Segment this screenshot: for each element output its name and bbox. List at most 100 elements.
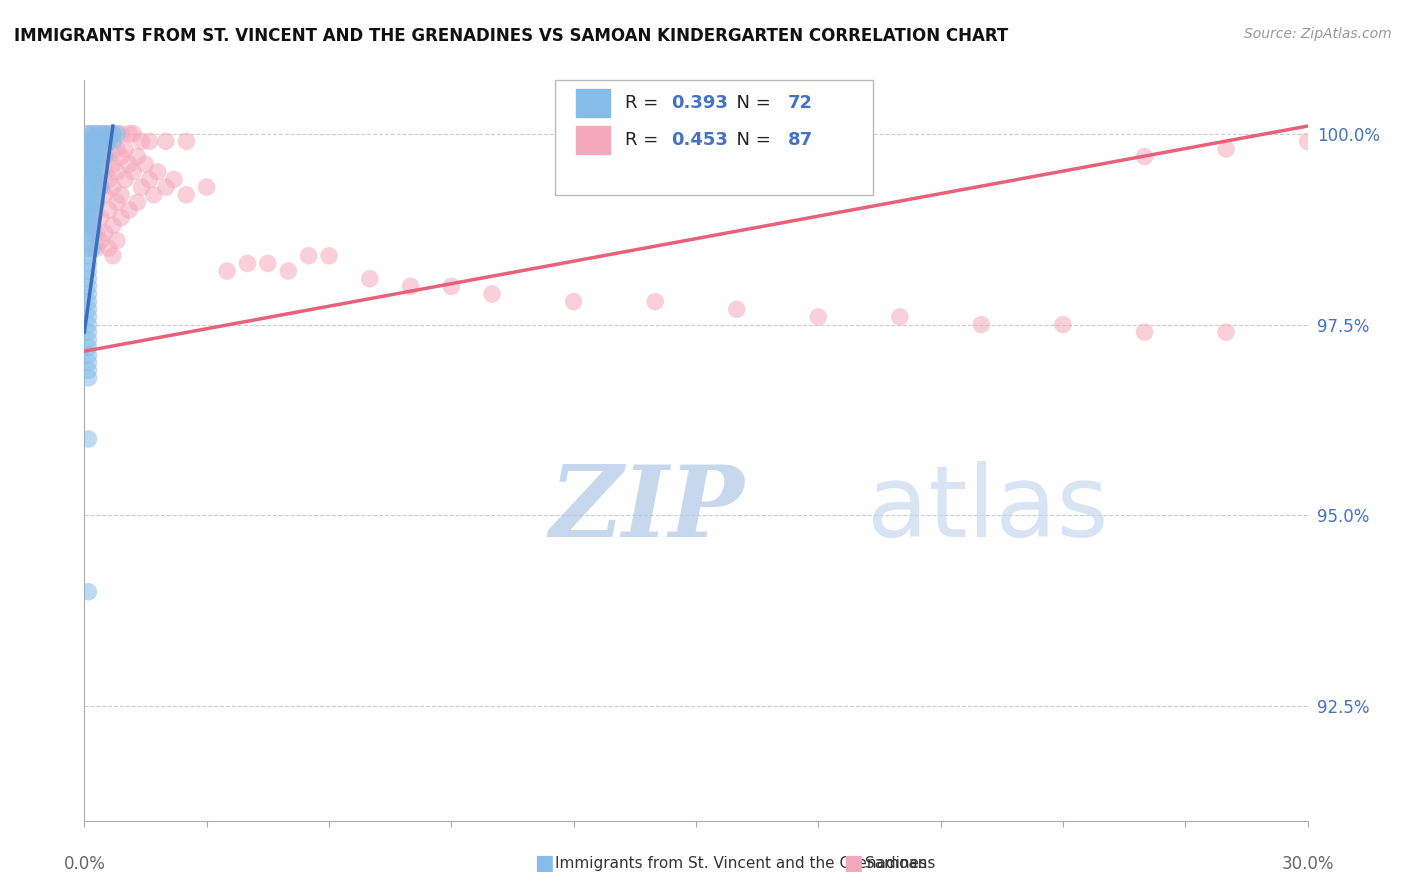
Point — [77, 333, 100, 347]
Point — [101, 157, 124, 171]
Point — [93, 134, 115, 148]
Point — [105, 165, 128, 179]
FancyBboxPatch shape — [555, 80, 873, 195]
Point — [77, 150, 100, 164]
Point — [97, 134, 120, 148]
Point — [77, 234, 100, 248]
Point — [90, 234, 112, 248]
Point — [90, 134, 112, 148]
Point — [90, 134, 112, 148]
Point — [86, 195, 108, 210]
Point — [93, 150, 115, 164]
Point — [155, 134, 177, 148]
Point — [236, 256, 259, 270]
Point — [90, 180, 112, 194]
Text: Source: ZipAtlas.com: Source: ZipAtlas.com — [1244, 27, 1392, 41]
Point — [77, 127, 100, 141]
Point — [481, 287, 503, 301]
Point — [77, 371, 100, 385]
Point — [101, 127, 124, 141]
Point — [90, 211, 112, 225]
Point — [644, 294, 666, 309]
Point — [77, 157, 100, 171]
Point — [101, 219, 124, 233]
Point — [110, 150, 132, 164]
Point — [77, 348, 100, 362]
Point — [77, 211, 100, 225]
Point — [101, 249, 124, 263]
Point — [155, 180, 177, 194]
Point — [146, 165, 169, 179]
Bar — [576, 126, 610, 154]
Point — [101, 134, 124, 148]
Point — [122, 165, 145, 179]
Point — [82, 150, 104, 164]
Point — [138, 134, 160, 148]
Point — [82, 142, 104, 156]
Point — [77, 318, 100, 332]
Point — [77, 134, 100, 148]
Point — [90, 150, 112, 164]
Text: ■: ■ — [844, 854, 863, 873]
Point — [110, 127, 132, 141]
Point — [101, 127, 124, 141]
Text: R =: R = — [626, 131, 664, 149]
Point — [82, 219, 104, 233]
Point — [77, 187, 100, 202]
Text: 72: 72 — [787, 95, 813, 112]
Point — [277, 264, 299, 278]
Point — [82, 219, 104, 233]
Point — [77, 142, 100, 156]
Point — [82, 195, 104, 210]
Text: N =: N = — [725, 131, 778, 149]
Point — [77, 363, 100, 377]
Point — [86, 226, 108, 240]
Point — [97, 172, 120, 186]
Point — [174, 187, 197, 202]
Point — [77, 195, 100, 210]
Point — [105, 195, 128, 210]
Point — [163, 172, 186, 186]
Point — [82, 157, 104, 171]
Point — [77, 211, 100, 225]
Point — [82, 172, 104, 186]
Point — [86, 142, 108, 156]
Point — [118, 127, 141, 141]
Point — [93, 127, 115, 141]
Point — [86, 127, 108, 141]
Point — [77, 310, 100, 324]
Point — [77, 287, 100, 301]
Point — [440, 279, 463, 293]
Point — [86, 165, 108, 179]
Point — [1133, 325, 1156, 339]
Point — [86, 134, 108, 148]
Point — [86, 157, 108, 171]
Point — [86, 150, 108, 164]
Point — [90, 165, 112, 179]
Point — [118, 202, 141, 217]
Point — [82, 202, 104, 217]
Text: 0.0%: 0.0% — [63, 855, 105, 873]
Bar — [576, 89, 610, 118]
Point — [90, 180, 112, 194]
Point — [82, 165, 104, 179]
Point — [135, 157, 157, 171]
Point — [110, 211, 132, 225]
Point — [93, 187, 115, 202]
Point — [1052, 318, 1074, 332]
Point — [82, 202, 104, 217]
Text: ZIP: ZIP — [550, 461, 744, 558]
Point — [1215, 142, 1237, 156]
Text: IMMIGRANTS FROM ST. VINCENT AND THE GRENADINES VS SAMOAN KINDERGARTEN CORRELATIO: IMMIGRANTS FROM ST. VINCENT AND THE GREN… — [14, 27, 1008, 45]
Point — [131, 134, 153, 148]
Point — [105, 142, 128, 156]
Point — [114, 142, 136, 156]
Point — [1133, 150, 1156, 164]
Point — [93, 165, 115, 179]
Point — [101, 180, 124, 194]
Point — [138, 172, 160, 186]
Point — [105, 127, 128, 141]
Point — [118, 157, 141, 171]
Point — [217, 264, 239, 278]
Point — [127, 195, 149, 210]
